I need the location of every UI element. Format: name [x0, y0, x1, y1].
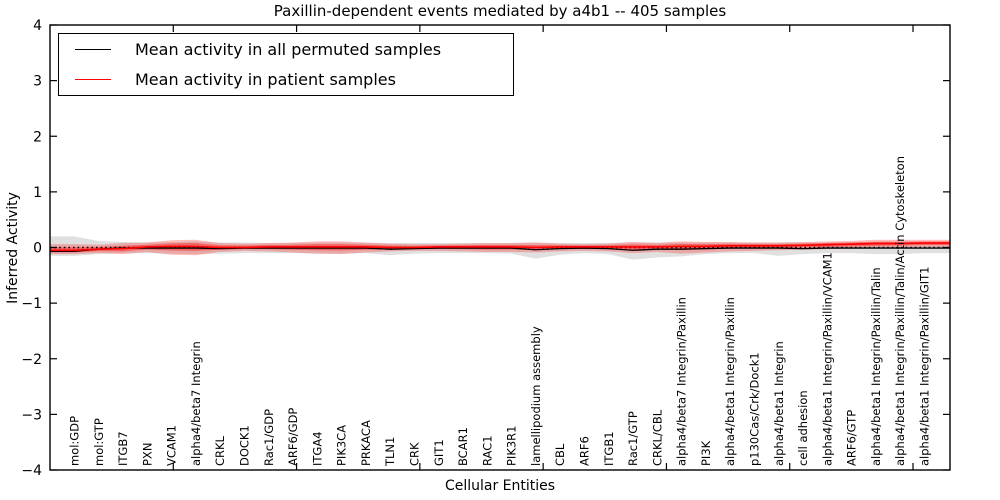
x-tick-label: Rac1/GDP	[262, 409, 276, 466]
permuted-line-swatch	[75, 49, 111, 51]
x-tick-label: RAC1	[480, 435, 494, 466]
x-tick-label: PIK3CA	[335, 425, 349, 466]
x-tick-label: alpha4/beta1 Integrin	[772, 341, 786, 466]
x-tick-label: GIT1	[432, 439, 446, 466]
x-tick-label: BCAR1	[456, 427, 470, 466]
x-tick-label: alpha4/beta1 Integrin/Paxillin/Talin/Act…	[893, 156, 907, 466]
chart-title: Paxillin-dependent events mediated by a4…	[273, 2, 727, 20]
x-tick-label: ITGB7	[116, 431, 130, 466]
x-tick-label: PIK3R1	[505, 426, 519, 467]
patient-mean-line	[50, 242, 950, 252]
x-tick-label: alpha4/beta1 Integrin/Paxillin/GIT1	[918, 267, 932, 466]
x-tick-label: alpha4/beta1 Integrin/Paxillin	[723, 297, 737, 466]
x-axis-label: Cellular Entities	[444, 478, 556, 494]
y-tick-label: −3	[21, 407, 42, 423]
x-tick-label: lamellipodium assembly	[529, 326, 543, 466]
x-tick-label: ARF6/GDP	[286, 408, 300, 466]
x-tick-label: ITGB1	[602, 431, 616, 466]
x-tick-label: PI3K	[699, 440, 713, 466]
legend-box: Mean activity in all permuted samples Me…	[58, 33, 514, 96]
x-tick-label: PXN	[140, 443, 154, 466]
x-tick-label: alpha4/beta1 Integrin/Paxillin/VCAM1	[820, 252, 834, 466]
legend-label-patient: Mean activity in patient samples	[135, 69, 396, 89]
y-tick-label: −1	[21, 296, 42, 312]
x-tick-label: DOCK1	[238, 425, 252, 466]
y-tick-label: −4	[21, 463, 42, 479]
x-tick-label: ARF6	[578, 436, 592, 466]
y-tick-label: 1	[33, 185, 42, 201]
legend-item-permuted: Mean activity in all permuted samples	[59, 36, 513, 64]
permuted-mean-line	[50, 247, 950, 253]
y-tick-label: 4	[33, 18, 42, 34]
y-tick-label: −2	[21, 352, 42, 368]
x-tick-label: PRKACA	[359, 420, 373, 466]
legend-item-patient: Mean activity in patient samples	[59, 65, 513, 93]
x-tick-label: ITGA4	[310, 431, 324, 466]
x-tick-label: TLN1	[383, 437, 397, 467]
x-tick-label: alpha4/beta1 Integrin/Paxillin/Talin	[869, 267, 883, 466]
x-tick-label: alpha4/beta7 Integrin	[189, 341, 203, 466]
y-tick-label: 3	[33, 74, 42, 90]
x-tick-label: mol:GDP	[68, 416, 82, 466]
x-tick-label: ARF6/GTP	[845, 410, 859, 466]
x-tick-label: Rac1/GTP	[626, 411, 640, 466]
patient-line-swatch	[75, 78, 111, 80]
x-tick-label: cell adhesion	[796, 390, 810, 466]
x-tick-label: CRKL	[213, 435, 227, 466]
x-tick-label: CBL	[553, 443, 567, 466]
x-tick-label: mol:GTP	[92, 418, 106, 466]
y-tick-label: 0	[33, 241, 42, 257]
x-tick-label: p130Cas/Crk/Dock1	[748, 352, 762, 466]
legend-label-permuted: Mean activity in all permuted samples	[135, 40, 442, 60]
x-tick-label: CRKL/CBL	[650, 409, 664, 466]
x-tick-label: VCAM1	[165, 425, 179, 466]
x-tick-label: alpha4/beta7 Integrin/Paxillin	[675, 297, 689, 466]
x-tick-label: CRK	[408, 442, 422, 466]
y-axis-label: Inferred Activity	[5, 192, 21, 304]
y-tick-label: 2	[33, 129, 42, 145]
